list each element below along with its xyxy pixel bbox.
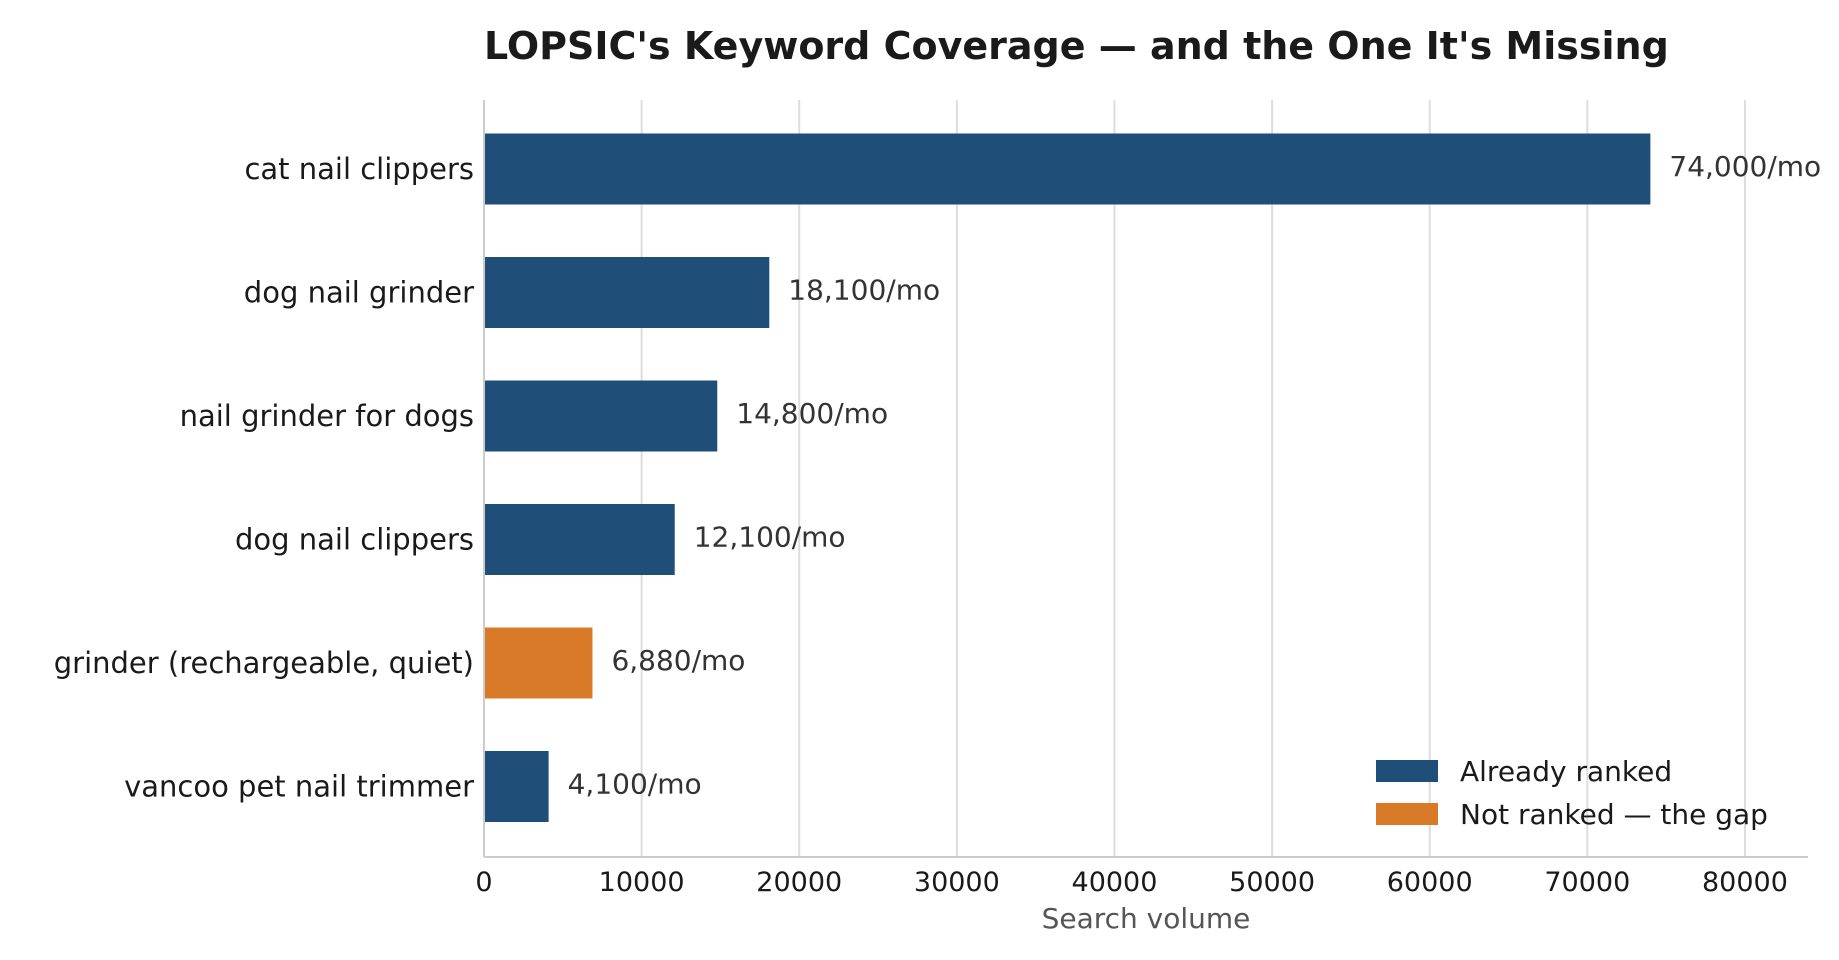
x-tick-label: 60000 <box>1387 867 1473 898</box>
data-label: 4,100/mo <box>568 768 702 801</box>
x-tick-label: 30000 <box>914 867 1000 898</box>
data-label: 74,000/mo <box>1669 150 1821 183</box>
category-label: grinder (rechargeable, quiet) <box>54 646 474 680</box>
data-label: 14,800/mo <box>736 397 888 430</box>
x-tick-label: 20000 <box>756 867 842 898</box>
bars <box>484 133 1651 822</box>
category-label: dog nail grinder <box>244 276 474 310</box>
data-label: 6,880/mo <box>611 644 745 677</box>
bar <box>484 504 675 575</box>
category-label: cat nail clippers <box>244 152 474 186</box>
bar <box>484 257 770 328</box>
category-label: nail grinder for dogs <box>180 399 474 433</box>
x-tick-label: 10000 <box>599 867 685 898</box>
data-label: 12,100/mo <box>694 521 846 554</box>
x-tick-label: 80000 <box>1702 867 1788 898</box>
chart-title: LOPSIC's Keyword Coverage — and the One … <box>484 24 1669 68</box>
legend-label: Already ranked <box>1460 755 1672 788</box>
x-tick-label: 0 <box>475 867 492 898</box>
legend-label: Not ranked — the gap <box>1460 798 1768 831</box>
legend: Already ranked Not ranked — the gap <box>1376 755 1768 831</box>
category-labels: cat nail clippers dog nail grinder nail gr… <box>54 152 474 804</box>
gridlines <box>483 100 1746 857</box>
x-tick-label: 70000 <box>1544 867 1630 898</box>
x-tick-label: 40000 <box>1072 867 1158 898</box>
x-tick-label: 50000 <box>1229 867 1315 898</box>
x-axis: 0 10000 20000 30000 40000 50000 60000 70000 8000… <box>475 100 1808 898</box>
legend-swatch <box>1376 760 1438 782</box>
bar <box>484 627 593 699</box>
bar <box>484 751 549 822</box>
bar <box>484 380 718 452</box>
legend-swatch <box>1376 803 1438 825</box>
data-labels: 74,000/mo 18,100/mo 14,800/mo 12,100/mo 6,88… <box>568 150 1822 801</box>
category-label: dog nail clippers <box>235 523 474 557</box>
category-label: vancoo pet nail trimmer <box>124 770 474 804</box>
bar <box>484 133 1651 205</box>
data-label: 18,100/mo <box>788 274 940 307</box>
x-axis-title: Search volume <box>1042 902 1251 935</box>
